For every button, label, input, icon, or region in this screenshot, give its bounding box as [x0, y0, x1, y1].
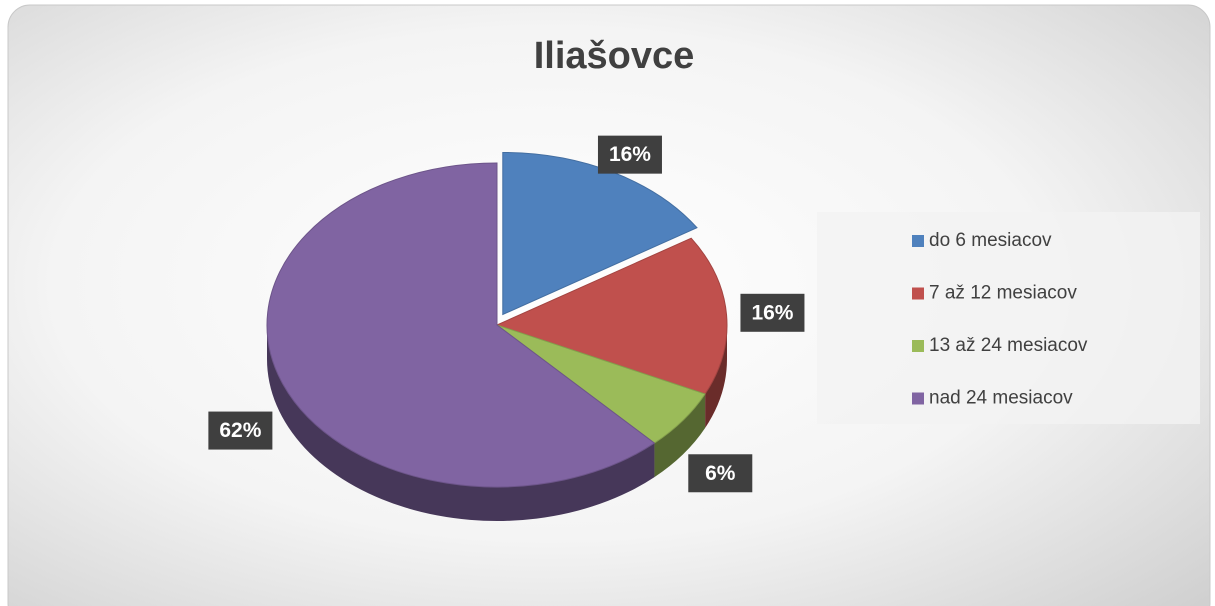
- legend-box: [817, 212, 1200, 424]
- data-label-box: [740, 293, 805, 332]
- legend-swatch: [912, 340, 924, 352]
- data-label-box: [688, 454, 753, 493]
- legend-label: do 6 mesiacov: [929, 230, 1052, 251]
- legend-label: 7 až 12 mesiacov: [929, 283, 1077, 304]
- slice-side: [267, 325, 655, 521]
- data-label: 16%: [609, 143, 651, 166]
- data-label: 6%: [705, 462, 736, 485]
- legend-swatch: [912, 235, 924, 247]
- legend-label: nad 24 mesiacov: [929, 388, 1073, 409]
- chart-title: Iliašovce: [534, 35, 695, 77]
- data-label: 62%: [219, 419, 261, 442]
- legend-swatch: [912, 392, 924, 405]
- slice-side: [705, 325, 727, 428]
- legend-label: 13 až 24 mesiacov: [929, 335, 1088, 356]
- slice-side: [654, 393, 706, 478]
- slice: [495, 237, 728, 395]
- data-label-box: [597, 135, 662, 174]
- data-label: 16%: [751, 301, 793, 324]
- data-label-box: [208, 411, 273, 450]
- legend-swatch: [912, 287, 924, 300]
- slice: [266, 162, 656, 488]
